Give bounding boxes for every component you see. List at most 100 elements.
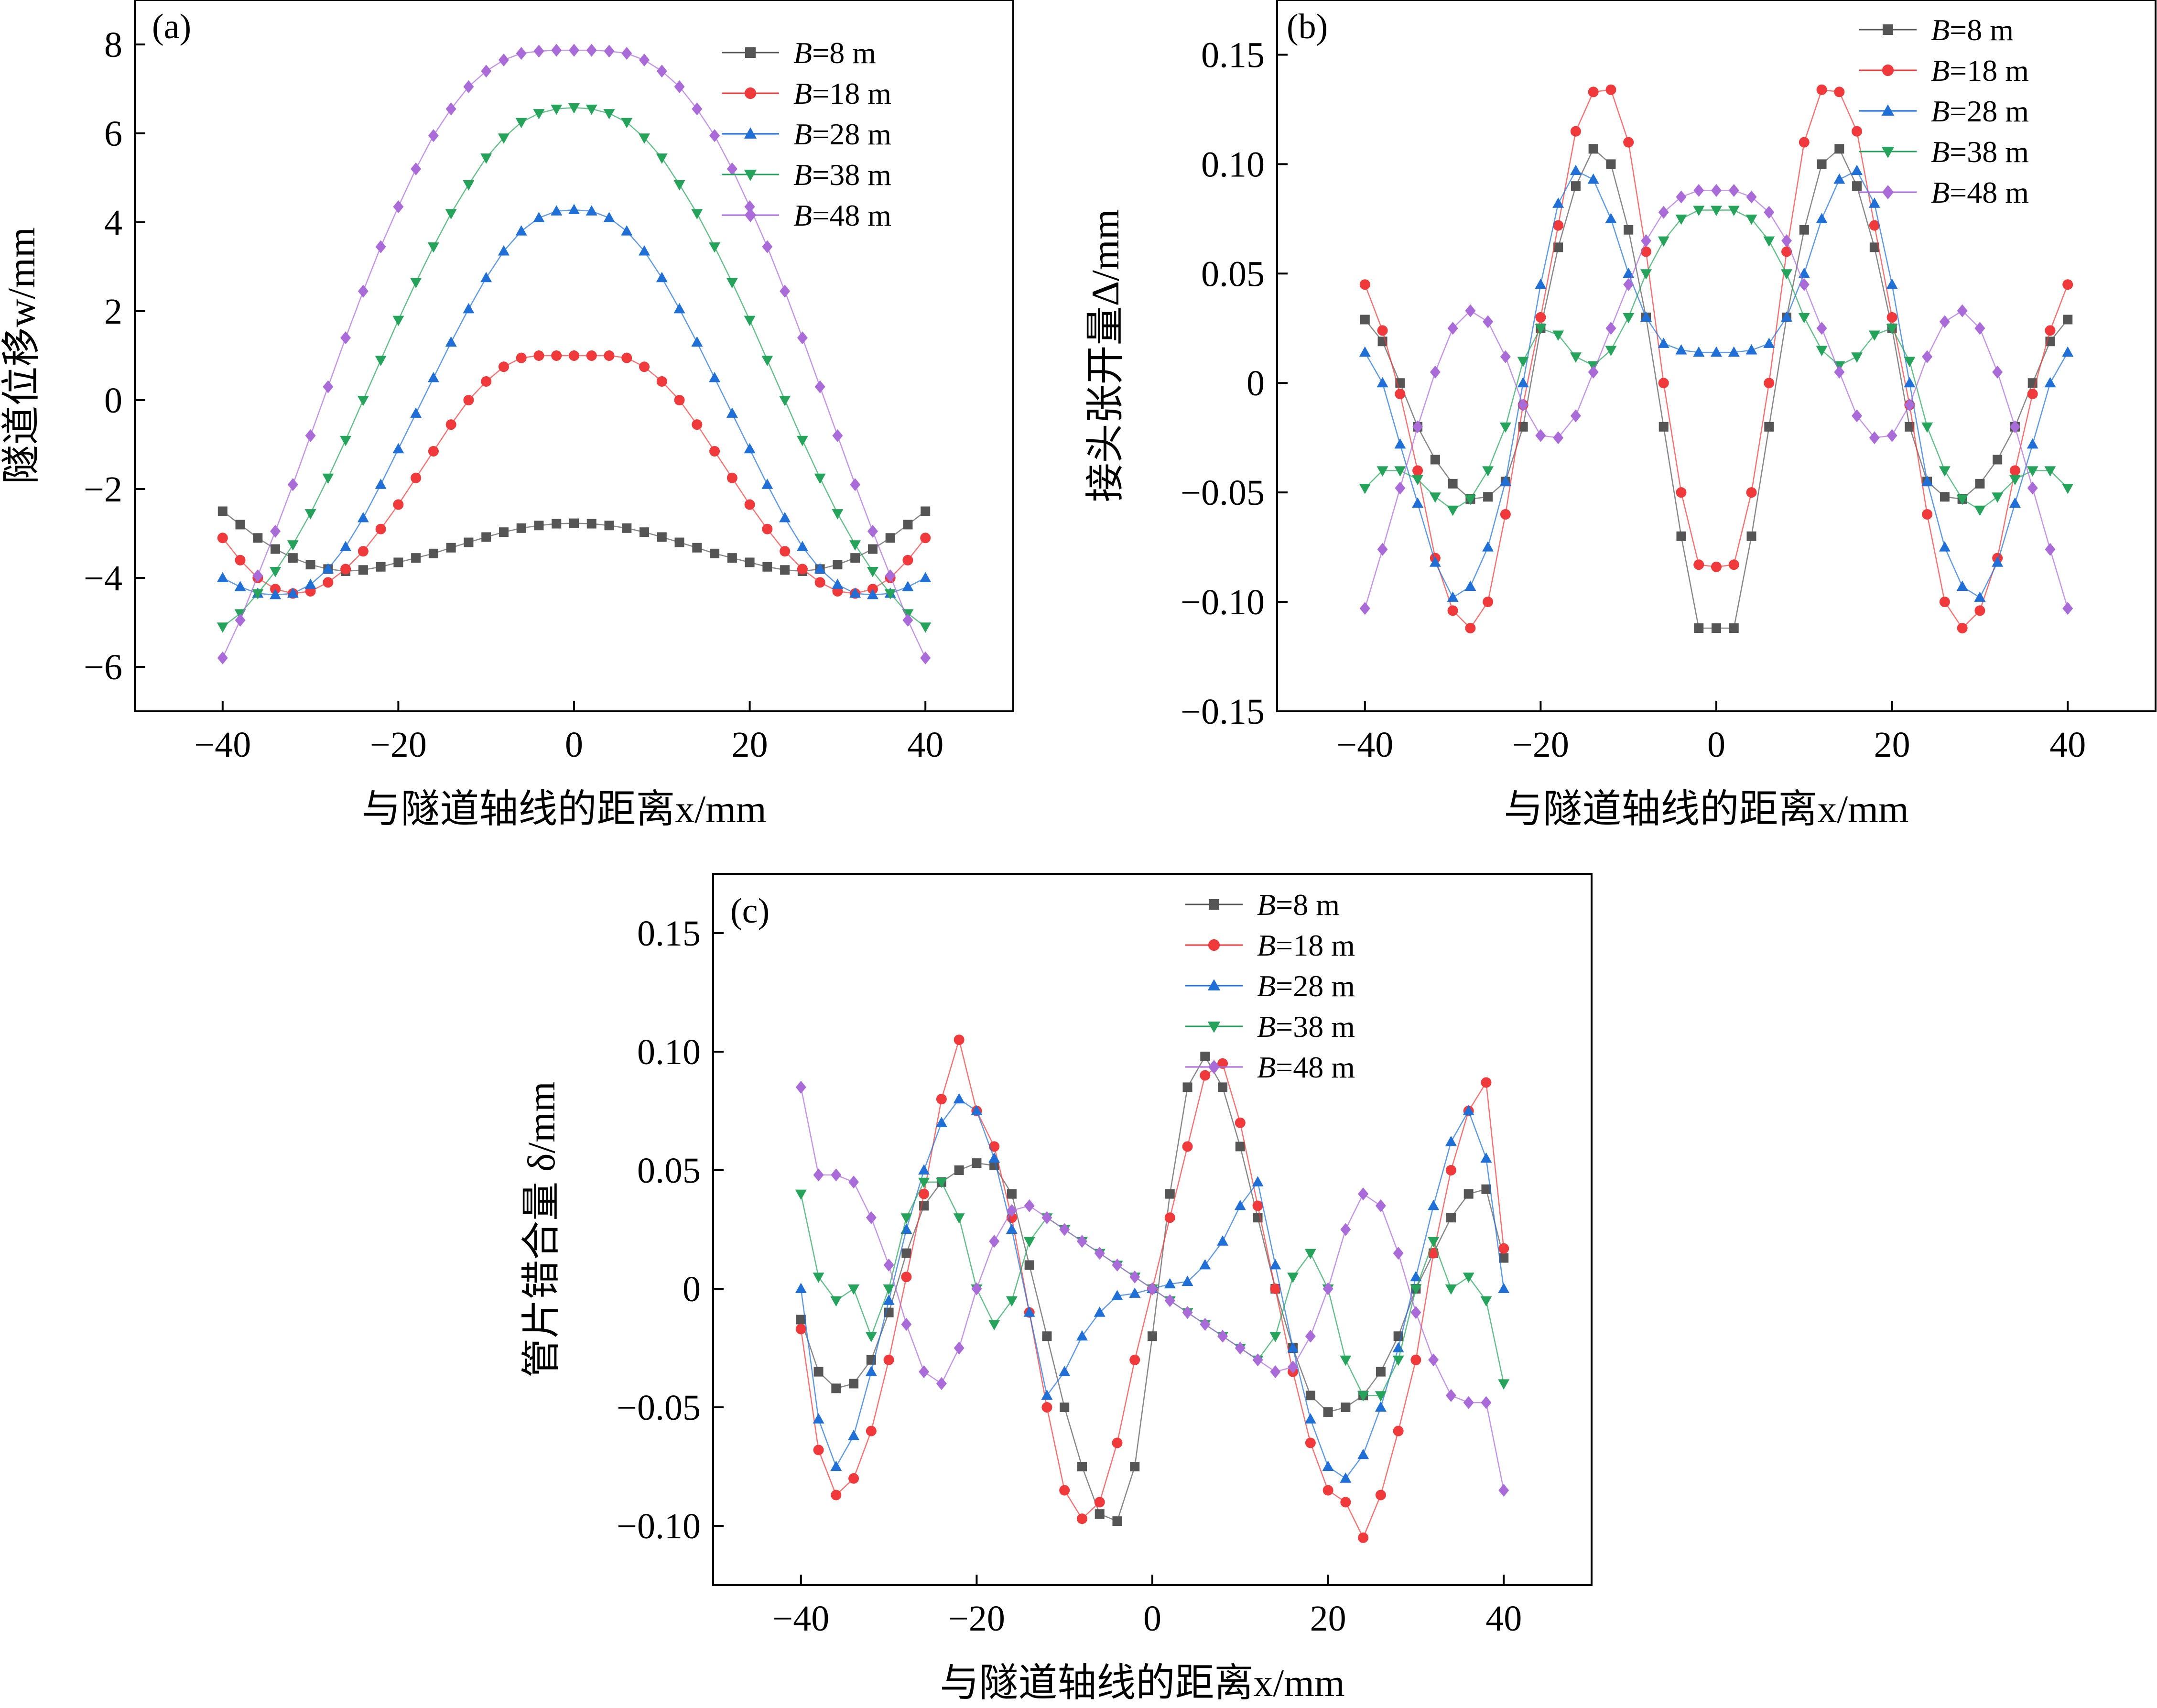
legend-marker: [1882, 185, 1894, 199]
data-point: [1464, 580, 1476, 591]
data-point: [814, 563, 826, 574]
data-point: [657, 532, 667, 542]
data-point: [1252, 1353, 1263, 1367]
data-point: [1992, 556, 2004, 567]
data-point: [832, 509, 844, 520]
data-point: [2044, 377, 2056, 388]
data-point: [1886, 429, 1897, 442]
data-point: [1483, 315, 1494, 328]
data-point: [1799, 225, 1809, 235]
data-point: [1640, 311, 1652, 322]
data-point: [604, 350, 615, 361]
data-point: [1393, 1425, 1404, 1436]
data-point: [1869, 242, 1879, 252]
data-point: [1834, 144, 1844, 154]
data-point: [865, 1332, 877, 1342]
data-point: [1428, 1353, 1439, 1367]
data-point: [533, 350, 544, 361]
data-point: [586, 519, 596, 529]
data-point: [1798, 313, 1810, 324]
data-point: [1410, 1284, 1422, 1295]
legend-marker: [1207, 979, 1221, 990]
data-point: [2062, 346, 2074, 357]
y-tick-label: 0.05: [637, 1151, 701, 1191]
data-point: [830, 1460, 842, 1471]
data-point: [1359, 602, 1370, 615]
data-point: [1360, 315, 1370, 325]
data-point: [761, 479, 773, 489]
data-point: [867, 544, 878, 554]
data-point: [304, 509, 316, 520]
data-point: [463, 303, 475, 314]
y-axis-title: 隧道位移w/mm: [0, 227, 43, 484]
data-point: [1164, 1212, 1175, 1223]
data-point: [1430, 455, 1440, 465]
data-point: [1869, 220, 1880, 231]
data-point: [1412, 475, 1424, 486]
y-tick-label: −0.10: [1181, 582, 1265, 622]
data-point: [1975, 479, 1985, 489]
data-point: [1235, 1142, 1245, 1152]
data-point: [795, 1324, 806, 1335]
data-point: [1605, 346, 1617, 357]
data-point: [427, 372, 439, 382]
data-point: [885, 533, 895, 543]
data-point: [1447, 322, 1458, 335]
data-point: [1217, 1329, 1228, 1343]
data-point: [1517, 377, 1529, 388]
data-point: [340, 331, 351, 345]
data-point: [1164, 1294, 1175, 1307]
data-point: [813, 1273, 824, 1283]
data-point: [1059, 1223, 1070, 1236]
data-point: [1940, 492, 1950, 502]
y-tick-label: −0.15: [1181, 692, 1265, 732]
data-point: [1463, 1105, 1474, 1115]
data-point: [1463, 1396, 1474, 1409]
data-point: [656, 376, 667, 387]
data-point: [1904, 357, 1916, 367]
data-point: [1059, 1366, 1071, 1376]
data-point: [1112, 1516, 1122, 1526]
data-point: [1816, 213, 1828, 223]
data-point: [1023, 1237, 1035, 1248]
data-point: [622, 523, 632, 533]
y-tick-label: 0.10: [637, 1032, 701, 1072]
data-point: [918, 1164, 930, 1175]
data-point: [2027, 466, 2038, 477]
series-3: [217, 204, 932, 599]
data-point: [1483, 597, 1494, 608]
data-point: [1094, 1497, 1105, 1508]
data-point: [1711, 346, 1722, 357]
data-point: [1499, 475, 1511, 486]
data-point: [1376, 1367, 1386, 1377]
series-5: [1359, 184, 2073, 615]
data-point: [953, 1213, 965, 1224]
data-point: [1570, 352, 1582, 363]
data-point: [1729, 623, 1739, 633]
data-point: [1322, 1460, 1334, 1471]
data-point: [1571, 181, 1581, 191]
y-tick-label: 0.15: [637, 914, 701, 954]
data-point: [1182, 1141, 1193, 1152]
data-point: [1693, 206, 1705, 217]
data-point: [252, 569, 263, 582]
legend-label: B=18 m: [1257, 928, 1355, 962]
data-point: [1764, 422, 1774, 432]
y-tick-label: 0.05: [1201, 254, 1265, 294]
data-point: [1269, 1332, 1281, 1342]
data-point: [270, 524, 281, 538]
data-point: [585, 104, 597, 115]
series-5: [217, 44, 931, 664]
data-point: [2063, 315, 2073, 325]
data-point: [1728, 184, 1739, 197]
data-point: [674, 395, 685, 405]
data-point: [340, 564, 351, 575]
data-point: [1429, 556, 1441, 567]
data-point: [604, 44, 615, 58]
data-point: [1728, 559, 1739, 570]
data-point: [1112, 1437, 1123, 1448]
data-point: [288, 553, 298, 563]
data-point: [1287, 1273, 1299, 1283]
data-point: [1658, 378, 1669, 389]
data-point: [1234, 1199, 1246, 1210]
